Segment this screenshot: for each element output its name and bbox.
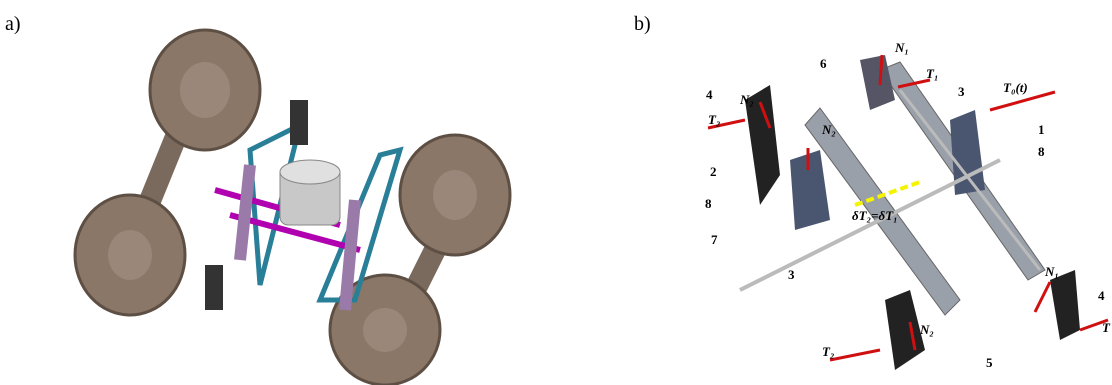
- panel-label: b): [634, 13, 651, 35]
- callout: T₂: [822, 344, 834, 359]
- callout: N₁: [1044, 264, 1059, 279]
- callout: 3: [788, 267, 795, 282]
- callout: 3: [958, 84, 965, 99]
- bogie-render: [75, 30, 510, 385]
- callout: T₁: [926, 66, 938, 81]
- callout: N₂: [919, 322, 934, 337]
- callout: 8: [705, 196, 712, 211]
- callout: 4: [1098, 288, 1105, 303]
- callout: 2: [710, 164, 717, 179]
- callout: N₂: [739, 92, 754, 107]
- callout: T₂: [708, 112, 720, 127]
- callout: 1: [1038, 122, 1045, 137]
- callout: N₂: [821, 122, 836, 137]
- panel-label: a): [5, 13, 21, 35]
- callout: 8: [1038, 144, 1045, 159]
- callout: T: [1102, 320, 1111, 335]
- callout: 6: [820, 56, 827, 71]
- callout: 4: [706, 87, 713, 102]
- figure: a) b): [0, 0, 1112, 385]
- callout: 7: [711, 232, 718, 247]
- callout: 5: [986, 355, 993, 370]
- callout: N₁: [894, 40, 909, 55]
- rigging-render: [708, 55, 1108, 370]
- callout: T₀(t): [1003, 80, 1028, 95]
- callout: δT₂=δT₁: [852, 208, 898, 223]
